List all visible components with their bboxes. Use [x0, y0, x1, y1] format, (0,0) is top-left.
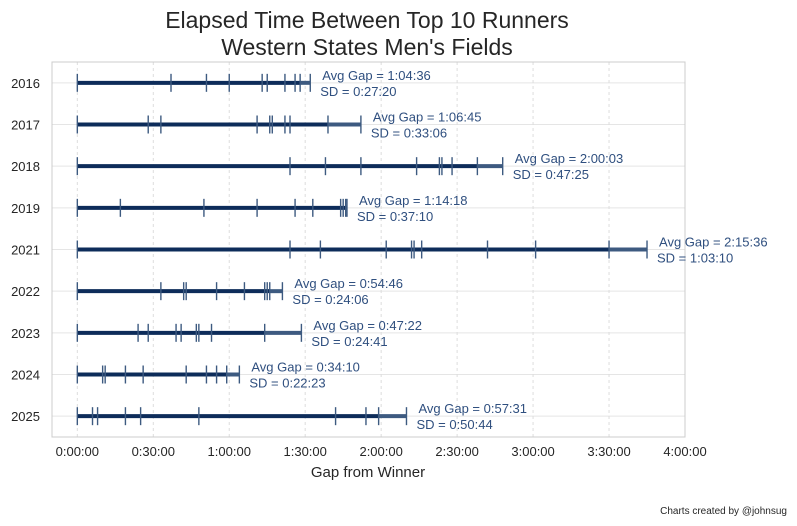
avg-gap-label-2022: Avg Gap = 0:54:46 — [294, 276, 403, 291]
row-2016 — [76, 73, 311, 92]
x-tick-label: 1:00:00 — [208, 444, 251, 459]
avg-gap-label-2023: Avg Gap = 0:47:22 — [313, 318, 422, 333]
y-tick-label-2022: 2022 — [11, 284, 40, 299]
y-tick-label-2019: 2019 — [11, 201, 40, 216]
x-axis-title: Gap from Winner — [311, 464, 425, 481]
x-tick-label: 1:30:00 — [284, 444, 327, 459]
row-2023 — [76, 323, 303, 342]
sd-label-2025: SD = 0:50:44 — [416, 417, 492, 432]
avg-gap-label-2016: Avg Gap = 1:04:36 — [322, 68, 431, 83]
x-tick-label: 3:00:00 — [511, 444, 554, 459]
sd-label-2019: SD = 0:37:10 — [357, 209, 433, 224]
row-2019 — [76, 198, 348, 217]
x-tick-label: 0:30:00 — [132, 444, 175, 459]
sd-label-2018: SD = 0:47:25 — [513, 167, 589, 182]
avg-gap-label-2025: Avg Gap = 0:57:31 — [418, 401, 527, 416]
avg-gap-label-2017: Avg Gap = 1:06:45 — [373, 110, 482, 125]
x-axis-labels: 0:00:00 0:30:00 1:00:00 1:30:00 2:00:00 2:30:… — [56, 444, 707, 459]
y-tick-label-2025: 2025 — [11, 409, 40, 424]
sd-label-2016: SD = 0:27:20 — [320, 84, 396, 99]
sd-label-2022: SD = 0:24:06 — [292, 292, 368, 307]
x-tick-label: 3:30:00 — [587, 444, 630, 459]
row-2017 — [76, 115, 362, 134]
avg-gap-label-2019: Avg Gap = 1:14:18 — [359, 193, 468, 208]
chart-title-line-2: Western States Men's Fields — [221, 34, 513, 60]
chart-title-line-1: Elapsed Time Between Top 10 Runners — [165, 7, 569, 33]
avg-gap-label-2018: Avg Gap = 2:00:03 — [515, 151, 624, 166]
runner-gap-rows — [76, 73, 648, 426]
y-tick-label-2021: 2021 — [11, 243, 40, 258]
y-tick-label-2024: 2024 — [11, 368, 40, 383]
row-2025 — [76, 407, 408, 426]
avg-gap-label-2024: Avg Gap = 0:34:10 — [251, 360, 360, 375]
sd-label-2024: SD = 0:22:23 — [249, 376, 325, 391]
row-2021 — [76, 240, 648, 259]
row-2024 — [76, 365, 241, 384]
y-tick-label-2017: 2017 — [11, 118, 40, 133]
y-axis-labels: 2016 2017 2018 2019 2021 2022 2023 2024 2025 — [11, 76, 40, 424]
plot-frame — [51, 61, 686, 438]
avg-gap-label-2021: Avg Gap = 2:15:36 — [659, 235, 768, 250]
x-tick-label: 4:00:00 — [663, 444, 706, 459]
y-tick-label-2023: 2023 — [11, 326, 40, 341]
x-tick-label: 2:30:00 — [435, 444, 478, 459]
row-2022 — [76, 282, 284, 301]
chart-title: Elapsed Time Between Top 10 Runners West… — [165, 7, 569, 60]
row-2018 — [76, 157, 504, 176]
sd-label-2017: SD = 0:33:06 — [371, 126, 447, 141]
x-tick-label: 2:00:00 — [359, 444, 402, 459]
x-tick-label: 0:00:00 — [56, 444, 99, 459]
sd-label-2021: SD = 1:03:10 — [657, 251, 733, 266]
y-tick-label-2018: 2018 — [11, 159, 40, 174]
y-tick-label-2016: 2016 — [11, 76, 40, 91]
credit-text: Charts created by @johnsug — [660, 506, 787, 517]
sd-label-2023: SD = 0:24:41 — [311, 334, 387, 349]
